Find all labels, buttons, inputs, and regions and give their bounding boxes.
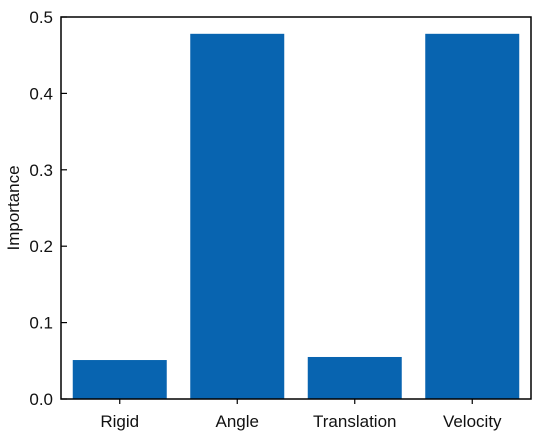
bar-translation xyxy=(307,356,402,399)
y-tick-label: 0.3 xyxy=(29,161,53,180)
plot-frame xyxy=(60,16,532,400)
y-axis-ticks: 0.0 0.1 0.2 0.3 0.4 0.5 xyxy=(29,8,67,409)
y-tick-label: 0.0 xyxy=(29,390,53,409)
bar-velocity xyxy=(425,33,520,400)
bar-rigid xyxy=(72,360,167,399)
x-axis-ticks: Rigid Angle Translation Velocity xyxy=(100,399,502,431)
y-tick-label: 0.1 xyxy=(29,314,53,333)
x-tick-label-angle: Angle xyxy=(216,412,259,431)
x-tick-label-velocity: Velocity xyxy=(443,412,502,431)
y-tick-label: 0.5 xyxy=(29,8,53,27)
bars-group xyxy=(72,33,520,400)
bar-angle xyxy=(190,33,285,400)
y-tick-label: 0.2 xyxy=(29,237,53,256)
y-tick-label: 0.4 xyxy=(29,84,53,103)
y-axis-label: Importance xyxy=(4,165,23,250)
x-tick-label-rigid: Rigid xyxy=(100,412,139,431)
x-tick-label-translation: Translation xyxy=(313,412,396,431)
